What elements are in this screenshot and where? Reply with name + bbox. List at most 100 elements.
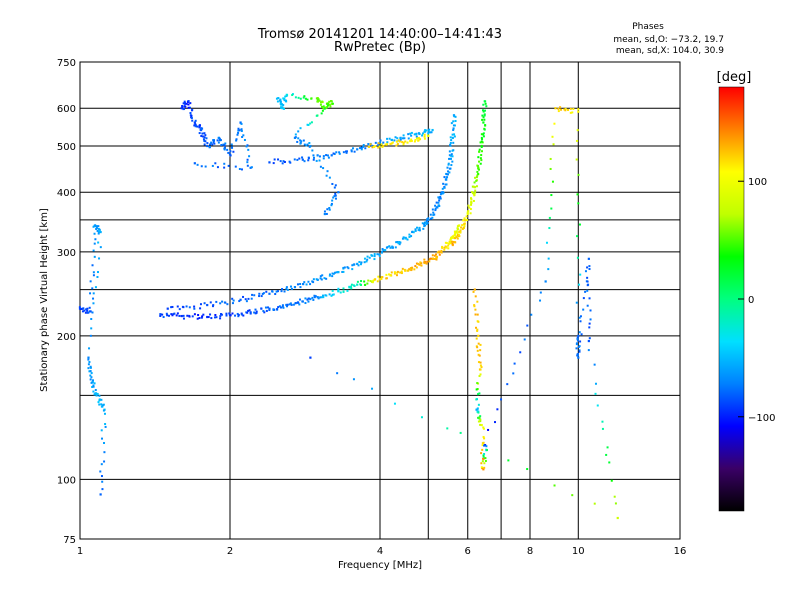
echo-point-interp: [284, 95, 287, 98]
echo-point-interp: [575, 347, 578, 350]
echo-point-interp: [480, 140, 483, 143]
echo-point-interp: [283, 290, 286, 293]
echo-point-interp: [477, 342, 480, 345]
echo-point-interp: [283, 107, 286, 110]
echo-point-interp: [289, 161, 292, 164]
echo-point-interp: [363, 261, 366, 264]
echo-point-interp: [350, 285, 353, 288]
echo-point-interp: [484, 102, 487, 105]
echo-point-interp: [405, 237, 408, 240]
echo-point-interp: [443, 246, 446, 249]
echo-point-interp: [286, 288, 289, 291]
echo-point-interp: [477, 411, 480, 414]
echo-point-interp: [401, 267, 404, 270]
echo-point: [389, 142, 392, 146]
echo-point-interp: [96, 392, 99, 395]
echo-point: [193, 121, 196, 124]
echo-point-interp: [445, 246, 448, 249]
echo-point-interp: [306, 123, 309, 126]
echo-point-interp: [473, 304, 476, 307]
echo-point-interp: [99, 246, 102, 249]
echo-point-interp: [294, 136, 297, 139]
echo-point-interp: [103, 460, 106, 463]
echo-point-interp: [87, 311, 90, 314]
echo-point-interp: [475, 179, 478, 182]
echo-point-interp: [82, 307, 85, 310]
echo-point-interp: [472, 199, 475, 202]
echo-point-interp: [185, 102, 188, 105]
echo-point-interp: [322, 155, 325, 158]
echo-point-interp: [255, 310, 258, 313]
echo-point-interp: [481, 133, 484, 136]
echo-point-interp: [374, 278, 377, 281]
echo-point-interp: [441, 187, 444, 190]
echo-point-interp: [191, 119, 194, 122]
echo-point-interp: [560, 108, 563, 111]
echo-point-interp: [474, 313, 477, 316]
echo-point-interp: [431, 216, 434, 219]
echo-point-interp: [318, 155, 321, 158]
echo-point-interp: [326, 208, 329, 211]
echo-point-interp: [254, 308, 257, 311]
echo-point-interp: [377, 142, 380, 145]
echo-point-interp: [470, 203, 473, 206]
echo-point-interp: [208, 145, 211, 148]
echo-point-interp: [551, 180, 554, 183]
echo-point-interp: [576, 353, 579, 356]
echo-point-interp: [388, 245, 391, 248]
echo-point-interp: [290, 287, 293, 290]
echo-point-interp: [480, 466, 483, 469]
echo-point-interp: [204, 134, 207, 137]
echo-point-interp: [474, 295, 477, 298]
echo-point: [427, 218, 430, 221]
echo-point-interp: [380, 251, 383, 254]
echo-point-interp: [399, 138, 402, 141]
echo-point-interp: [308, 145, 311, 148]
echo-point-interp: [462, 226, 465, 229]
echo-point-interp: [359, 263, 362, 266]
echo-point: [389, 246, 392, 249]
echo-point-interp: [479, 418, 482, 421]
echo-point-interp: [333, 195, 336, 198]
echo-point-interp: [451, 155, 454, 158]
echo-point-interp: [238, 300, 241, 303]
echo-point-interp: [403, 137, 406, 140]
echo-point-interp: [298, 157, 301, 160]
echo-point: [616, 516, 619, 520]
echo-point-interp: [483, 128, 486, 131]
echo-point-interp: [92, 271, 95, 274]
echo-point-interp: [422, 227, 425, 230]
echo-point-interp: [283, 99, 286, 102]
echo-point-interp: [297, 137, 300, 140]
echo-point: [268, 307, 271, 310]
echo-point-interp: [431, 208, 434, 211]
echo-point-interp: [451, 160, 454, 163]
echo-point-interp: [321, 294, 324, 297]
echo-point-interp: [452, 235, 455, 238]
echo-point-interp: [388, 137, 391, 140]
echo-point-interp: [426, 260, 429, 263]
echo-point-interp: [477, 416, 480, 419]
echo-point-interp: [225, 314, 228, 317]
chart-title: Tromsø 20141201 14:40:00–14:41:43: [257, 27, 502, 42]
echo-point-interp: [371, 387, 374, 390]
echo-point-interp: [285, 286, 288, 289]
echo-point-interp: [451, 149, 454, 152]
echo-point-interp: [589, 318, 592, 321]
echo-point: [445, 176, 449, 179]
echo-point-interp: [438, 199, 441, 202]
echo-point-interp: [423, 130, 426, 133]
echo-point-interp: [380, 277, 383, 280]
echo-point-interp: [216, 139, 219, 142]
echo-point-interp: [550, 194, 553, 197]
echo-point-interp: [88, 370, 91, 373]
echo-point-interp: [587, 349, 590, 352]
echo-point-interp: [478, 148, 481, 151]
echo-point: [356, 148, 359, 151]
echo-point-interp: [483, 444, 486, 447]
echo-point-interp: [422, 132, 425, 135]
echo-point-interp: [279, 98, 282, 101]
echo-point-interp: [470, 197, 473, 200]
echo-point-interp: [240, 168, 243, 171]
stats-heading: Phases: [632, 22, 664, 32]
